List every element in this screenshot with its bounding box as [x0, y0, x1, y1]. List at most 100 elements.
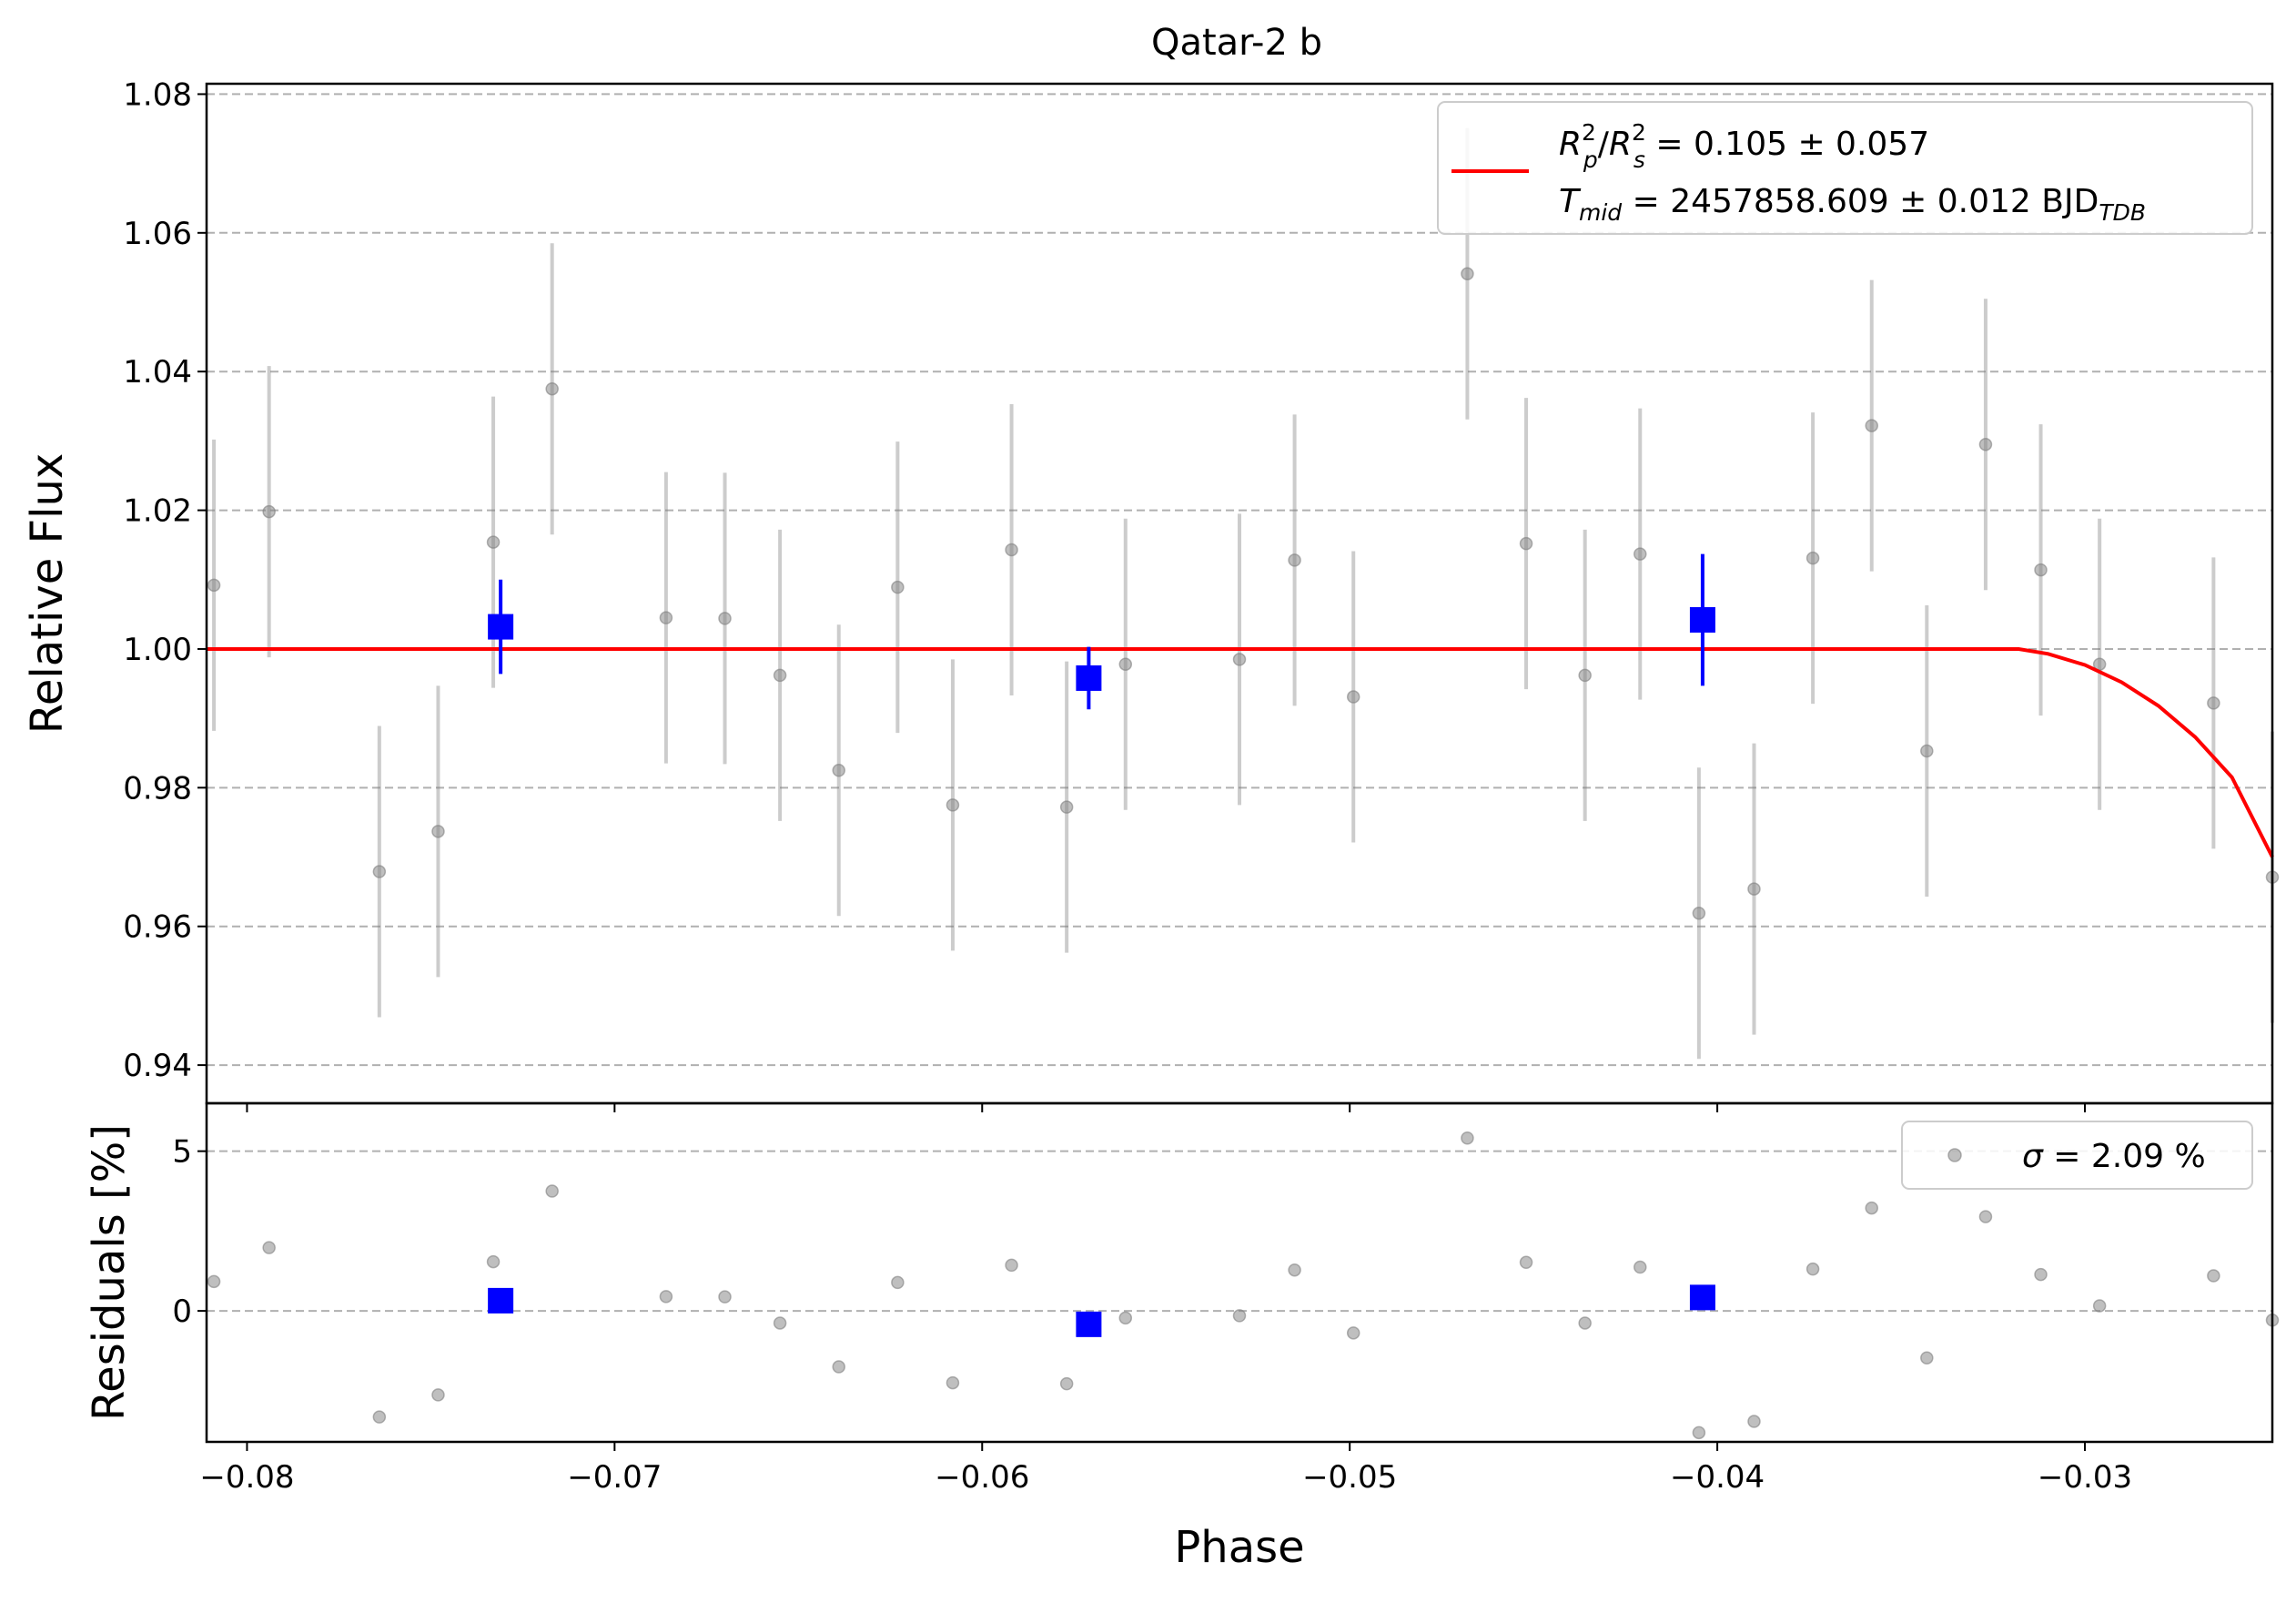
residual-binned-points [488, 1284, 1715, 1337]
residual-point [1118, 1311, 1133, 1325]
data-point [891, 580, 905, 594]
x-tick-label: −0.05 [1302, 1459, 1397, 1496]
data-point [718, 612, 732, 625]
residual-point [1232, 1309, 1247, 1323]
legend-mid-transit-time: Tmid = 2457858.609 ± 0.012 BJDTDB [1559, 183, 2146, 226]
residual-point [659, 1290, 673, 1304]
legend-residual-marker [1947, 1148, 1962, 1162]
legend-radius-ratio: R2 p/R2 s = 0.105 ± 0.057 [1559, 119, 1929, 173]
residual-points [207, 1131, 2280, 1440]
residual-point [1920, 1351, 1934, 1365]
data-point [372, 865, 387, 878]
residual-point [1692, 1425, 1706, 1440]
top-y-tick-label: 1.00 [123, 632, 192, 668]
data-point [832, 764, 845, 777]
data-point [431, 825, 445, 838]
residual-point [891, 1275, 905, 1290]
top-x-ticks [246, 1103, 2087, 1112]
residual-point [1288, 1263, 1301, 1277]
data-point [1232, 653, 1247, 666]
data-point [2034, 563, 2048, 577]
data-point [1519, 536, 1533, 551]
residual-point [1005, 1258, 1018, 1273]
residual-point [1578, 1316, 1592, 1330]
top-y-tick-label: 0.96 [123, 909, 192, 946]
residual-point [1805, 1262, 1820, 1276]
data-point [262, 504, 276, 519]
data-point [1461, 267, 1474, 281]
residual-point [1747, 1415, 1761, 1428]
binned-point [488, 614, 514, 640]
top-binned-points [488, 553, 1715, 710]
data-point [1059, 800, 1074, 814]
residual-point [1059, 1376, 1074, 1391]
legend-sigma: σ = 2.09 % [2022, 1138, 2206, 1175]
residual-point [2207, 1269, 2220, 1283]
binned-point [1076, 665, 1102, 691]
x-tick-label: −0.03 [2038, 1459, 2132, 1496]
x-tick-label: −0.08 [199, 1459, 294, 1496]
x-tick-label: −0.06 [935, 1459, 1029, 1496]
data-point [773, 668, 787, 683]
data-point [207, 578, 221, 593]
data-point [545, 381, 559, 396]
top-y-tick-label: 1.04 [123, 354, 192, 391]
top-y-tick-label: 1.02 [123, 493, 192, 530]
bottom-y-tick-label: 0 [172, 1294, 192, 1330]
top-y-tick-label: 0.94 [123, 1048, 192, 1084]
y-axis-label-flux: Relative Flux [22, 453, 73, 735]
residual-point [1865, 1201, 1878, 1215]
residual-point [1461, 1131, 1474, 1145]
data-point [946, 798, 960, 812]
residual-point [832, 1360, 845, 1374]
data-point [1920, 744, 1934, 758]
y-axis-label-residuals: Residuals [%] [84, 1124, 135, 1421]
top-y-ticks: 0.94 0.96 0.98 1.00 1.02 1.04 1.06 1.08 [123, 76, 207, 1084]
data-point [1633, 547, 1647, 561]
residual-point [486, 1254, 501, 1269]
residual-point [2034, 1267, 2048, 1282]
residual-point [773, 1316, 787, 1330]
top-y-tick-label: 1.08 [123, 76, 192, 113]
data-point [1865, 419, 1878, 432]
top-y-tick-label: 0.98 [123, 770, 192, 807]
data-point [1692, 906, 1706, 920]
bottom-y-ticks: 05 [172, 1134, 207, 1330]
residual-point [262, 1241, 276, 1254]
residual-point [946, 1375, 960, 1390]
data-point [1578, 668, 1592, 683]
top-legend: R2 p/R2 s = 0.105 ± 0.057 Tmid = 2457858.6… [1437, 101, 2253, 235]
transit-model-line [207, 647, 2274, 858]
residual-binned-point [1076, 1311, 1102, 1337]
data-point [486, 535, 501, 549]
top-y-tick-label: 1.06 [123, 216, 192, 252]
data-point [659, 611, 673, 624]
residual-point [372, 1410, 387, 1424]
x-axis-label: Phase [1174, 1522, 1304, 1573]
data-point [1118, 657, 1133, 671]
bottom-axes-frame [205, 1101, 2274, 1444]
residual-point [431, 1388, 445, 1402]
data-point [1805, 551, 1820, 565]
data-point [1005, 543, 1018, 557]
residual-binned-point [488, 1287, 514, 1314]
residual-point [718, 1290, 732, 1304]
data-point [1978, 437, 1993, 451]
residual-point [1519, 1255, 1533, 1270]
residual-point [1346, 1326, 1360, 1340]
residual-point [1978, 1210, 1993, 1223]
bottom-y-tick-label: 5 [172, 1134, 192, 1171]
data-point [2207, 696, 2220, 710]
residual-point [1633, 1260, 1647, 1274]
binned-point [1689, 606, 1715, 633]
residual-binned-point [1689, 1284, 1715, 1311]
x-tick-label: −0.04 [1670, 1459, 1765, 1496]
residual-point [207, 1274, 221, 1289]
residual-point [545, 1184, 559, 1198]
bottom-legend: σ = 2.09 % [1901, 1121, 2253, 1190]
x-tick-label: −0.07 [567, 1459, 662, 1496]
data-point [1346, 690, 1360, 704]
data-point [1288, 553, 1301, 567]
top-data-points [207, 267, 2280, 920]
